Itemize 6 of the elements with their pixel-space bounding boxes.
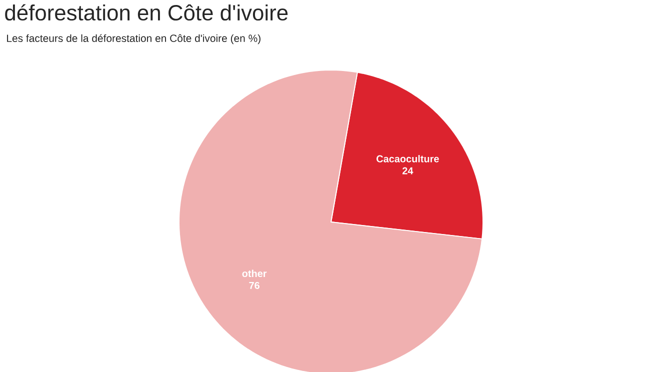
data-label: 24 xyxy=(402,167,414,174)
slice-label: other xyxy=(242,270,267,278)
chart-title: déforestation en Côte d'ivoire xyxy=(5,4,288,21)
chart-subtitle: Les facteurs de la déforestation en Côte d'ivoire (en %) xyxy=(7,34,260,44)
slice-label: Cacaoculture xyxy=(376,155,439,162)
data-label: 76 xyxy=(249,282,260,289)
